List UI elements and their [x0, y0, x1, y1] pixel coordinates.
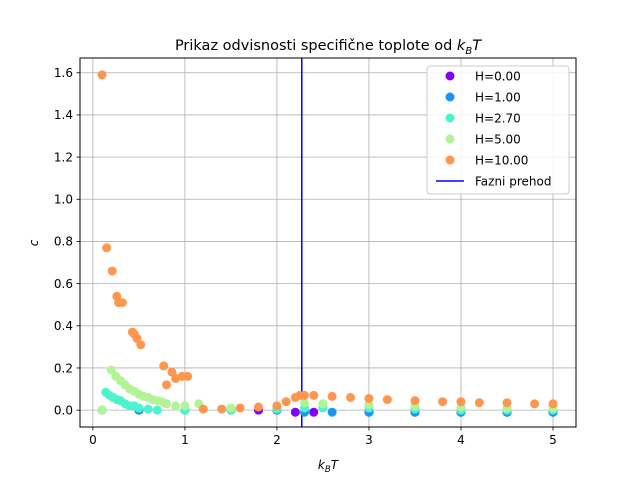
data-point: [226, 403, 236, 413]
data-point: [309, 390, 319, 400]
data-point: [117, 298, 127, 308]
legend-marker: [445, 134, 455, 144]
legend-marker: [445, 155, 455, 165]
data-point: [474, 398, 484, 408]
data-point: [107, 266, 117, 276]
data-point: [102, 243, 112, 253]
legend-label: H=10.00: [475, 153, 528, 167]
data-point: [235, 403, 245, 413]
data-point: [309, 407, 319, 417]
plot-frame: [79, 57, 577, 428]
data-point: [136, 340, 146, 350]
data-point: [159, 361, 169, 371]
data-point: [162, 399, 172, 409]
y-tick-label: 1.4: [54, 108, 73, 122]
data-point: [456, 397, 466, 407]
legend-marker: [445, 113, 455, 123]
data-point: [364, 394, 374, 404]
data-point: [548, 399, 558, 409]
data-point: [97, 70, 107, 80]
legend-label: H=5.00: [475, 132, 521, 146]
legend-label: H=0.00: [475, 69, 521, 83]
legend-box: [426, 65, 570, 195]
data-point: [438, 397, 448, 407]
data-point: [281, 397, 291, 407]
legend-marker: [445, 92, 455, 102]
data-point: [143, 404, 153, 414]
data-point: [300, 398, 310, 408]
data-point: [410, 396, 420, 406]
data-point: [106, 365, 116, 375]
data-point: [254, 402, 264, 412]
data-point: [318, 399, 328, 409]
data-point: [346, 392, 356, 402]
x-tick-label: 5: [549, 433, 557, 447]
legend: H=0.00 H=1.00 H=2.70 H=5.00 H=10.00 Fazni pre…: [426, 65, 570, 195]
x-tick-label: 2: [273, 433, 281, 447]
legend-label: H=2.70: [475, 111, 521, 125]
data-point: [198, 404, 208, 414]
y-tick-label: 1.2: [54, 150, 73, 164]
data-point: [300, 390, 310, 400]
data-point: [134, 403, 144, 413]
data-point: [530, 399, 540, 409]
data-point: [272, 401, 282, 411]
data-point: [171, 401, 181, 411]
x-axis-label: kBT: [318, 458, 340, 475]
y-tick-label: 1.6: [54, 66, 73, 80]
data-point: [97, 405, 107, 415]
chart-title: Prikaz odvisnosti specifične toplote od …: [175, 38, 482, 57]
y-axis: 0.0 0.2 0.4 0.6 0.8 1.0 1.2 1.4 1.6: [54, 66, 80, 417]
data-point: [327, 391, 337, 401]
data-point: [180, 401, 190, 411]
legend-label: H=1.00: [475, 90, 521, 104]
data-point: [290, 407, 300, 417]
y-tick-label: 1.0: [54, 193, 73, 207]
y-tick-label: 0.0: [54, 403, 73, 417]
data-point: [364, 400, 374, 410]
legend-label: Fazni prehod: [475, 174, 551, 188]
y-tick-label: 0.4: [54, 319, 73, 333]
data-point: [217, 404, 227, 414]
x-tick-label: 1: [181, 433, 189, 447]
y-tick-label: 0.8: [54, 235, 73, 249]
data-point: [382, 395, 392, 405]
data-point: [162, 380, 172, 390]
x-tick-label: 0: [89, 433, 97, 447]
data-point: [502, 398, 512, 408]
data-point: [152, 405, 162, 415]
y-axis-label: c: [27, 239, 41, 246]
data-point: [183, 371, 193, 381]
scatter-points: [97, 70, 558, 417]
x-tick-label: 3: [365, 433, 373, 447]
legend-marker: [445, 71, 455, 81]
chart-title-text: Prikaz odvisnosti specifične toplote od: [175, 38, 457, 54]
y-tick-label: 0.2: [54, 361, 73, 375]
x-tick-label: 4: [457, 433, 465, 447]
data-point: [327, 407, 337, 417]
y-tick-label: 0.6: [54, 277, 73, 291]
x-axis: 0 1 2 3 4 5: [89, 427, 557, 447]
